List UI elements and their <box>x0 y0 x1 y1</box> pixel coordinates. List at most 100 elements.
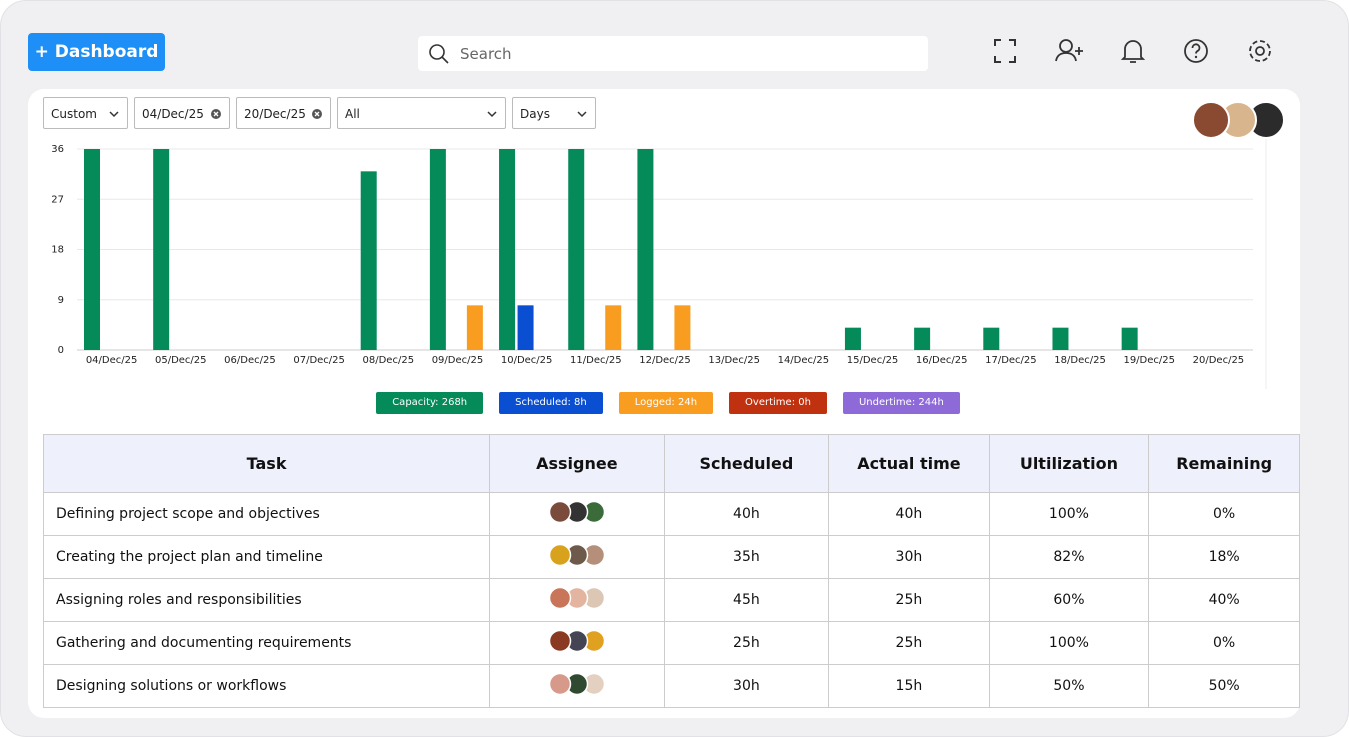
column-header: Remaining <box>1148 434 1300 493</box>
help-icon[interactable] <box>1182 37 1210 65</box>
legend-item[interactable]: Overtime: 0h <box>729 392 827 414</box>
x-tick-label: 11/Dec/25 <box>570 355 622 366</box>
value-cell: 50% <box>988 664 1150 708</box>
value-cell: 25h <box>663 621 830 665</box>
x-tick-label: 19/Dec/25 <box>1123 355 1175 366</box>
value-cell: 30h <box>828 535 990 579</box>
x-tick-label: 04/Dec/25 <box>86 355 138 366</box>
chevron <box>109 111 119 118</box>
task-cell: Creating the project plan and timeline <box>42 535 491 579</box>
value-cell: 82% <box>988 535 1150 579</box>
x-tick-label: 14/Dec/25 <box>778 355 830 366</box>
task-cell: Defining project scope and objectives <box>42 492 491 536</box>
value-cell: 0% <box>1148 621 1300 665</box>
search-icon <box>429 44 449 64</box>
assignee-cell <box>489 621 665 665</box>
value-cell: 60% <box>988 578 1150 622</box>
x-tick-label: 09/Dec/25 <box>432 355 484 366</box>
value-cell: 50% <box>1148 664 1300 708</box>
table-row: Defining project scope and objectives 40h… <box>42 492 1300 536</box>
column-header: Task <box>42 434 491 493</box>
bar <box>983 327 1000 350</box>
value-cell: 35h <box>663 535 830 579</box>
y-tick-label: 27 <box>51 194 64 205</box>
add-user-icon[interactable] <box>1054 37 1086 65</box>
value-cell: 100% <box>988 492 1150 536</box>
x-tick-label: 13/Dec/25 <box>708 355 760 366</box>
task-table: Task Assignee Scheduled Actual time Ultiliza… <box>42 434 1300 708</box>
legend-item[interactable]: Capacity: 268h <box>376 392 484 414</box>
start-date[interactable]: 04/Dec/25 <box>134 97 230 129</box>
settings-icon[interactable] <box>1246 37 1274 65</box>
table-header: Task Assignee Scheduled Actual time Ultiliza… <box>42 434 1300 493</box>
value-cell: 25h <box>828 578 990 622</box>
task-cell: Gathering and documenting requirements <box>42 621 491 665</box>
avatar <box>548 500 572 524</box>
value-cell: 15h <box>828 664 990 708</box>
assignee-avatars <box>548 500 606 524</box>
value-cell: 0% <box>1148 492 1300 536</box>
unit-select[interactable]: Days <box>512 97 596 129</box>
task-cell: Assigning roles and responsibilities <box>42 578 491 622</box>
bar <box>466 305 483 350</box>
avatar <box>548 629 572 653</box>
avatar <box>548 586 572 610</box>
unit-value: Days <box>520 107 550 121</box>
value-cell: 30h <box>663 664 830 708</box>
bell-icon[interactable] <box>1119 37 1147 65</box>
chart: 0 9 18 27 36 04/Dec/25 05/Dec/25 06/Dec/25 07/De… <box>51 139 1267 389</box>
assignee-cell <box>489 492 665 536</box>
clear-icon[interactable] <box>211 109 221 119</box>
bar <box>84 149 100 350</box>
task-cell: Designing solutions or workflows <box>42 664 491 708</box>
scope-select[interactable]: All <box>337 97 506 129</box>
x-tick-label: 06/Dec/25 <box>224 355 276 366</box>
assignee-avatars <box>548 672 606 696</box>
chevron <box>577 111 587 118</box>
value-cell: 40h <box>828 492 990 536</box>
bar <box>568 149 585 350</box>
bar <box>674 305 691 350</box>
column-header: Assignee <box>489 434 665 493</box>
range-select[interactable]: Custom <box>43 97 128 129</box>
x-tick-label: 05/Dec/25 <box>155 355 207 366</box>
value-cell: 40h <box>663 492 830 536</box>
bar <box>637 149 654 350</box>
legend-item[interactable]: Logged: 24h <box>618 392 714 414</box>
fullscreen-icon[interactable] <box>992 37 1018 65</box>
end-date[interactable]: 20/Dec/25 <box>236 97 331 129</box>
bar <box>914 327 931 350</box>
bar <box>605 305 622 350</box>
search-box[interactable]: Search <box>418 36 928 71</box>
chevron <box>487 111 497 118</box>
assignee-avatars <box>548 586 606 610</box>
legend-item[interactable]: Scheduled: 8h <box>499 392 603 414</box>
value-cell: 25h <box>828 621 990 665</box>
x-tick-label: 12/Dec/25 <box>639 355 691 366</box>
bar <box>1052 327 1069 350</box>
team-avatars <box>1192 101 1284 139</box>
end-date-value: 20/Dec/25 <box>244 107 306 121</box>
value-cell: 100% <box>988 621 1150 665</box>
start-date-value: 04/Dec/25 <box>142 107 204 121</box>
table-row: Creating the project plan and timeline 35… <box>42 535 1300 579</box>
table-row: Assigning roles and responsibilities 45h 2… <box>42 578 1300 622</box>
x-tick-label: 08/Dec/25 <box>363 355 415 366</box>
bar <box>1121 327 1138 350</box>
avatar <box>548 672 572 696</box>
table-body: Defining project scope and objectives 40h… <box>42 492 1300 708</box>
range-value: Custom <box>51 107 97 121</box>
clear-icon[interactable] <box>312 109 322 119</box>
value-cell: 45h <box>663 578 830 622</box>
content-card: Custom 04/Dec/25 20/Dec/25 All Days 0 9 18… <box>28 89 1300 718</box>
search-placeholder: Search <box>460 45 512 63</box>
legend-item[interactable]: Undertime: 244h <box>842 392 960 414</box>
bar <box>517 305 534 350</box>
column-header: Ultilization <box>988 434 1150 493</box>
y-tick-label: 18 <box>51 245 64 256</box>
legend: Capacity: 268h Scheduled: 8h Logged: 24h Ov… <box>28 392 1308 414</box>
dashboard-button[interactable]: + Dashboard <box>28 33 165 71</box>
avatar <box>548 543 572 567</box>
x-tick-label: 18/Dec/25 <box>1054 355 1106 366</box>
